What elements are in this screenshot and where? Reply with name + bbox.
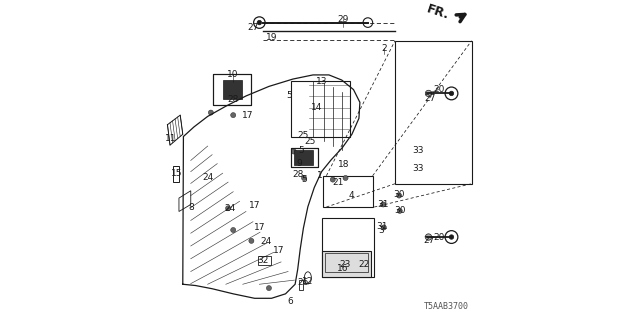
Circle shape: [449, 91, 454, 96]
Circle shape: [291, 149, 296, 154]
Circle shape: [208, 110, 213, 115]
Text: 31: 31: [376, 222, 388, 231]
Text: 31: 31: [378, 200, 389, 209]
Bar: [294, 150, 313, 164]
Text: 23: 23: [340, 260, 351, 269]
Bar: [321, 252, 371, 277]
Circle shape: [225, 206, 230, 211]
Text: 27: 27: [247, 22, 259, 32]
Text: 14: 14: [310, 103, 322, 112]
Circle shape: [426, 90, 432, 97]
Bar: [213, 74, 252, 105]
Text: 22: 22: [358, 260, 370, 269]
Circle shape: [230, 113, 236, 118]
Text: 25: 25: [304, 137, 316, 146]
Text: 33: 33: [413, 164, 424, 173]
Text: FR.: FR.: [425, 3, 451, 22]
Bar: [223, 80, 243, 99]
Text: 30: 30: [394, 190, 405, 199]
Circle shape: [230, 228, 236, 233]
Text: 29: 29: [337, 15, 349, 24]
Circle shape: [397, 193, 402, 198]
Text: 6: 6: [288, 297, 294, 306]
Text: 17: 17: [249, 201, 260, 210]
Text: 9: 9: [296, 159, 302, 168]
Text: 24: 24: [260, 237, 271, 246]
Circle shape: [426, 234, 432, 240]
Text: 20: 20: [433, 233, 445, 242]
Text: 4: 4: [348, 191, 354, 200]
Circle shape: [301, 175, 307, 180]
Circle shape: [362, 262, 367, 268]
Text: 28: 28: [292, 170, 304, 179]
Text: 17: 17: [241, 111, 253, 120]
Text: 8: 8: [189, 203, 195, 212]
Circle shape: [381, 225, 387, 230]
Bar: [291, 81, 350, 138]
Bar: [395, 41, 472, 184]
Circle shape: [343, 175, 348, 180]
Text: T5AAB3700: T5AAB3700: [424, 302, 468, 311]
Text: 15: 15: [171, 169, 182, 178]
Text: 5: 5: [298, 146, 304, 155]
Text: 16: 16: [337, 264, 349, 274]
Circle shape: [343, 262, 348, 268]
Text: 32: 32: [257, 256, 269, 266]
Text: 3: 3: [379, 226, 385, 235]
Bar: [291, 148, 319, 167]
Text: 33: 33: [413, 146, 424, 155]
Text: 25: 25: [298, 131, 308, 140]
Text: 11: 11: [165, 134, 177, 143]
Text: 27: 27: [424, 236, 435, 245]
Text: 5: 5: [287, 92, 292, 100]
Circle shape: [266, 285, 271, 291]
Bar: [291, 148, 319, 167]
Text: 26: 26: [298, 278, 309, 287]
Text: 1: 1: [317, 171, 322, 180]
Circle shape: [449, 235, 454, 239]
Text: 30: 30: [394, 206, 406, 215]
Text: 27: 27: [424, 94, 436, 103]
Text: 12: 12: [301, 276, 313, 285]
Text: 10: 10: [227, 70, 239, 79]
Bar: [324, 253, 368, 272]
Text: 20: 20: [433, 85, 445, 94]
Bar: [213, 74, 252, 105]
Text: 24: 24: [225, 204, 236, 213]
Text: 24: 24: [202, 173, 213, 182]
Text: 17: 17: [254, 223, 266, 232]
Bar: [323, 176, 372, 207]
Circle shape: [257, 20, 262, 25]
Circle shape: [330, 177, 335, 182]
Text: 17: 17: [273, 246, 284, 255]
Bar: [321, 218, 374, 277]
Text: 5: 5: [301, 175, 307, 184]
Text: 19: 19: [266, 33, 277, 42]
Text: 13: 13: [316, 77, 327, 86]
Text: 2: 2: [381, 44, 387, 52]
Text: 18: 18: [338, 160, 349, 169]
Circle shape: [397, 208, 403, 213]
Text: 21: 21: [333, 178, 344, 187]
Circle shape: [249, 238, 254, 244]
Circle shape: [381, 202, 386, 207]
Text: 28: 28: [227, 95, 239, 104]
